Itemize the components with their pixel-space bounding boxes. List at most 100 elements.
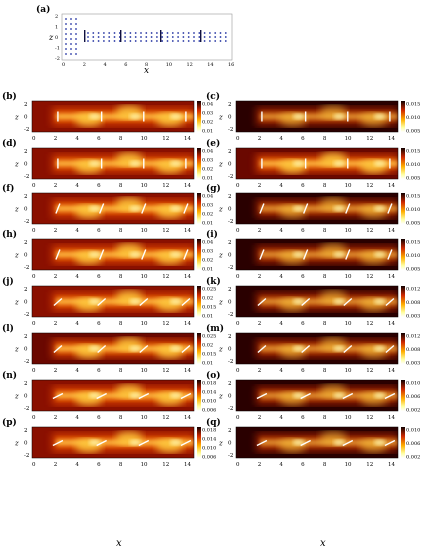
x-tick: 10 xyxy=(141,415,148,421)
x-tick: 0 xyxy=(236,321,240,327)
vane-line xyxy=(96,439,107,447)
heatmap xyxy=(236,239,398,270)
colorbar xyxy=(197,101,201,132)
vortex-point xyxy=(182,40,185,42)
heatmap-hotspot xyxy=(129,113,142,120)
heatmap xyxy=(32,239,194,270)
panel-frame xyxy=(235,285,399,318)
panel-a-x-tick: 14 xyxy=(207,62,213,68)
colorbar-tick: 0.002 xyxy=(406,455,420,461)
vortex-point xyxy=(134,32,137,34)
panel-a-x-tick: 2 xyxy=(83,62,86,68)
x-tick: 14 xyxy=(184,183,191,189)
y-tick: 2 xyxy=(24,334,28,340)
x-tick: 12 xyxy=(366,136,373,142)
x-tick: 2 xyxy=(54,228,58,234)
vane-line xyxy=(97,344,107,354)
x-tick: 6 xyxy=(301,183,305,189)
vortex-point xyxy=(87,36,89,38)
x-tick: 10 xyxy=(141,228,148,234)
vortex-point xyxy=(113,32,116,34)
colorbar-tick: 0.014 xyxy=(202,390,216,396)
colorbar-tick: 0.010 xyxy=(406,428,420,434)
heatmap-hotspot xyxy=(373,113,386,120)
x-tick: 6 xyxy=(301,228,305,234)
vortex-point xyxy=(92,36,95,38)
heatmap-hotspot xyxy=(169,345,182,352)
colorbar xyxy=(197,148,201,179)
x-tick: 6 xyxy=(301,136,305,142)
x-tick: 0 xyxy=(236,368,240,374)
x-tick: 10 xyxy=(345,274,352,280)
x-tick: 10 xyxy=(345,462,352,468)
heatmap-hotspot xyxy=(169,392,182,399)
vortex-point xyxy=(219,32,222,34)
x-tick: 12 xyxy=(162,415,169,421)
x-tick: 4 xyxy=(75,274,79,280)
vortex-point xyxy=(166,40,169,42)
colorbar-tick: 0.003 xyxy=(406,314,420,320)
vortex-point xyxy=(182,32,185,34)
y-axis-label: z xyxy=(218,393,223,401)
y-tick: 2 xyxy=(228,194,232,200)
heatmap-hotspot xyxy=(292,251,305,258)
vortex-point xyxy=(193,32,195,34)
x-tick: 6 xyxy=(301,368,305,374)
vane-line xyxy=(256,439,268,447)
heatmap-hotspot xyxy=(169,160,182,167)
x-tick: 4 xyxy=(75,183,79,189)
vortex-point xyxy=(70,28,72,30)
x-tick: 14 xyxy=(388,321,395,327)
y-tick: 2 xyxy=(228,287,232,293)
x-tick: 14 xyxy=(184,462,191,468)
x-tick: 10 xyxy=(345,321,352,327)
panel-a-y-tick: 1 xyxy=(55,25,58,31)
vane-line xyxy=(300,392,311,400)
vane-line xyxy=(257,344,267,354)
colorbar-tick: 0.015 xyxy=(406,240,420,246)
heatmap-hotspot xyxy=(292,392,305,399)
vortex-point xyxy=(113,36,116,38)
colorbar-tick: 0.03 xyxy=(202,111,213,117)
y-axis-label: z xyxy=(218,440,223,448)
x-tick: 2 xyxy=(54,136,58,142)
heatmap-hotspot xyxy=(333,345,346,352)
colorbar-tick: 0.002 xyxy=(406,408,420,414)
x-tick: 12 xyxy=(162,321,169,327)
vane-line xyxy=(387,203,393,214)
y-axis-label: z xyxy=(218,252,223,260)
vane-marker xyxy=(160,30,162,42)
vane-line xyxy=(345,249,351,260)
x-tick: 10 xyxy=(141,321,148,327)
x-tick: 4 xyxy=(75,321,79,327)
vortex-point xyxy=(145,40,148,42)
heatmap xyxy=(32,427,194,458)
x-tick: 8 xyxy=(119,183,123,189)
heatmap-hotspot xyxy=(292,345,305,352)
heatmap-hotspot xyxy=(129,205,142,212)
y-tick: 0 xyxy=(228,115,232,121)
vane-marker xyxy=(84,30,86,42)
colorbar-tick: 0.005 xyxy=(406,221,420,227)
vortex-point xyxy=(156,40,158,42)
y-tick: 0 xyxy=(24,300,28,306)
x-tick: 6 xyxy=(97,462,101,468)
panel-label: (d) xyxy=(2,138,17,149)
vortex-point xyxy=(219,36,222,38)
heatmap xyxy=(236,101,398,132)
panel-a-xlabel: x xyxy=(144,66,149,76)
vortex-point xyxy=(177,40,180,42)
vane-line xyxy=(384,439,396,447)
colorbar-tick: 0.02 xyxy=(202,167,213,173)
panel-a-x-tick: 10 xyxy=(166,62,172,68)
x-tick: 2 xyxy=(54,321,58,327)
x-tick: 8 xyxy=(323,274,327,280)
y-tick: 0 xyxy=(24,253,28,259)
vortex-point xyxy=(140,36,142,38)
x-tick: 12 xyxy=(366,368,373,374)
x-tick: 0 xyxy=(32,321,36,327)
vane-line xyxy=(387,249,393,260)
